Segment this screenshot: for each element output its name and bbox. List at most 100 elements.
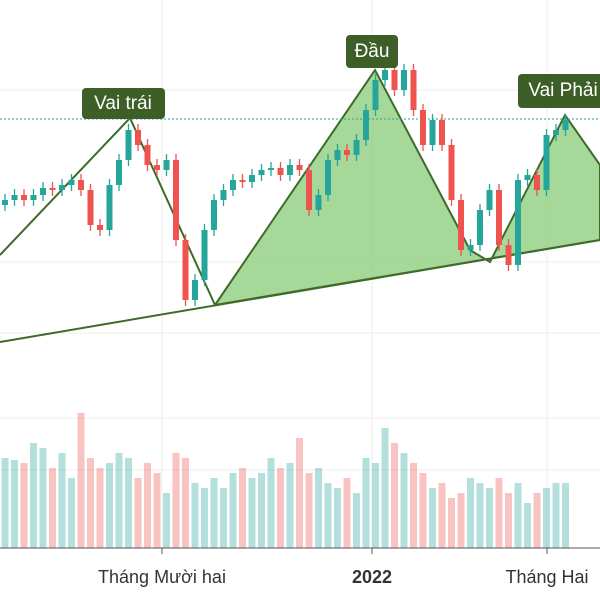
volume-bar <box>524 503 531 548</box>
candle-body <box>391 70 398 90</box>
volume-bar <box>134 478 142 548</box>
candle-body <box>49 188 56 190</box>
candle-body <box>496 190 502 245</box>
neckline <box>0 239 600 343</box>
volume-bar <box>106 463 113 548</box>
candle-body <box>439 120 445 145</box>
x-label: Tháng Hai <box>505 567 588 587</box>
candle-body <box>372 80 379 110</box>
candle-body <box>173 160 179 240</box>
volume-bar <box>400 453 408 548</box>
candle-body <box>296 165 303 170</box>
volume-bar <box>467 478 474 548</box>
candle-body <box>163 160 170 170</box>
candle-body <box>11 195 18 200</box>
candle-body <box>543 135 550 190</box>
candle-body <box>144 145 151 165</box>
candle-body <box>201 230 208 280</box>
candle-body <box>125 130 132 160</box>
x-label: 2022 <box>352 567 392 587</box>
volume-bar <box>391 443 398 548</box>
volume-bar <box>144 463 151 548</box>
x-label: Tháng Mười hai <box>98 567 226 587</box>
volume-bar <box>163 493 170 548</box>
candle-body <box>277 168 284 175</box>
candle-body <box>116 160 122 185</box>
candle-body <box>249 175 255 182</box>
volume-bar <box>248 478 256 548</box>
candle-body <box>344 150 350 155</box>
volume-bar <box>77 413 85 548</box>
volume-bar <box>296 438 303 548</box>
candle-body <box>382 70 388 80</box>
annotation-box <box>82 88 165 119</box>
volume-bar <box>552 483 560 548</box>
candle-body <box>401 70 407 90</box>
candle-body <box>448 145 455 200</box>
volume-bar <box>258 473 265 548</box>
candle-body <box>21 195 27 200</box>
volume-bar <box>505 493 512 548</box>
volume-bar <box>305 473 313 548</box>
volume-bar <box>87 458 94 548</box>
volume-bar <box>457 493 465 548</box>
candle-body <box>59 185 65 190</box>
volume-bar <box>239 468 246 548</box>
volume-bar <box>372 463 379 548</box>
candle-body <box>97 225 103 230</box>
volume-bar <box>210 478 218 548</box>
volume-bar <box>68 478 75 548</box>
volume-bar <box>1 458 9 548</box>
volume-bar <box>96 468 104 548</box>
volume-bar <box>448 498 455 548</box>
candle-body <box>306 170 312 210</box>
candle-body <box>87 190 94 225</box>
candle-body <box>505 245 512 265</box>
candle-body <box>334 150 341 160</box>
volume-bar <box>419 473 427 548</box>
candle-body <box>68 180 75 185</box>
volume-bar <box>495 478 503 548</box>
volume-bar <box>543 488 550 548</box>
volume-bar <box>410 463 417 548</box>
volume-bar <box>381 428 389 548</box>
volume-bar <box>267 458 275 548</box>
candle-body <box>30 195 37 200</box>
candle-body <box>515 180 521 265</box>
candle-body <box>363 110 369 140</box>
candle-body <box>467 245 474 250</box>
candle-body <box>211 200 217 230</box>
volume-bar <box>514 483 522 548</box>
candle-body <box>315 195 322 210</box>
annotation-text: Vai Phải <box>528 80 597 101</box>
volume-bar <box>58 453 66 548</box>
volume-bar <box>533 493 541 548</box>
volume-bar <box>153 473 161 548</box>
volume-bar <box>172 453 180 548</box>
candle-body <box>486 190 493 210</box>
candle-body <box>325 160 331 195</box>
volume-bar <box>362 458 370 548</box>
candle-body <box>429 120 436 145</box>
volume-bar <box>49 468 56 548</box>
volume-bar <box>476 483 484 548</box>
candle-body <box>258 170 265 175</box>
candle-body <box>410 70 417 110</box>
candle-body <box>534 175 540 190</box>
volume-bar <box>20 463 28 548</box>
candle-body <box>2 200 8 205</box>
annotation: Đầu <box>346 35 398 68</box>
volume-bar <box>39 448 47 548</box>
volumes <box>1 413 569 548</box>
volume-bar <box>277 468 284 548</box>
candle-body <box>287 165 293 175</box>
volume-bar <box>429 488 436 548</box>
annotation: Vai Phải <box>518 74 600 108</box>
candle-body <box>154 165 160 170</box>
annotation-text: Đầu <box>355 41 390 62</box>
candle-body <box>40 188 46 195</box>
volume-bar <box>229 473 237 548</box>
volume-bar <box>220 488 227 548</box>
volume-bar <box>438 483 446 548</box>
